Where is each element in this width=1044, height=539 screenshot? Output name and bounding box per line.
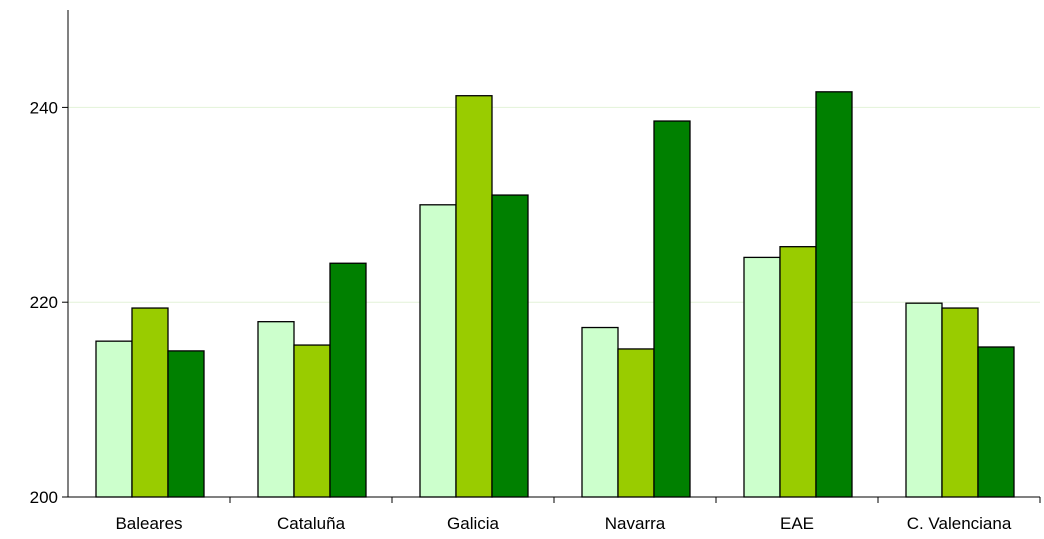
- bar-navarra-series-3: [653, 120, 691, 498]
- bar-baleares-series-2: [131, 307, 169, 498]
- bar-catalu-a-series-2: [293, 344, 331, 498]
- axes: [67, 10, 1040, 498]
- y-tick-label: 220: [30, 293, 58, 312]
- bar-galicia-series-1: [419, 204, 457, 498]
- bar-baleares-series-3: [167, 350, 205, 498]
- x-category-label: Galicia: [447, 514, 500, 533]
- x-category-label: EAE: [780, 514, 814, 533]
- y-tick-label: 200: [30, 488, 58, 507]
- bar-galicia-series-2: [455, 95, 493, 498]
- bar-navarra-series-2: [617, 348, 655, 498]
- bar-eae-series-3: [815, 91, 853, 498]
- bar-galicia-series-3: [491, 194, 529, 498]
- bar-c-valenciana-series-1: [905, 302, 943, 498]
- bar-catalu-a-series-3: [329, 262, 367, 498]
- x-category-label: Navarra: [605, 514, 666, 533]
- x-category-label: Cataluña: [277, 514, 346, 533]
- bar-c-valenciana-series-2: [941, 307, 979, 498]
- axis-labels: 200 220 240 Baleares Cataluña Galicia Navarra E…: [30, 98, 1012, 533]
- bar-c-valenciana-series-3: [977, 346, 1015, 498]
- bar-navarra-series-1: [581, 326, 619, 498]
- gridlines: [68, 106, 1040, 303]
- x-category-label: C. Valenciana: [907, 514, 1012, 533]
- tick-marks: [62, 106, 1041, 503]
- bars: [95, 91, 1015, 498]
- x-category-label: Baleares: [115, 514, 182, 533]
- bar-catalu-a-series-1: [257, 321, 295, 498]
- bar-eae-series-2: [779, 246, 817, 498]
- y-tick-label: 240: [30, 98, 58, 117]
- bar-eae-series-1: [743, 256, 781, 498]
- bar-baleares-series-1: [95, 340, 133, 498]
